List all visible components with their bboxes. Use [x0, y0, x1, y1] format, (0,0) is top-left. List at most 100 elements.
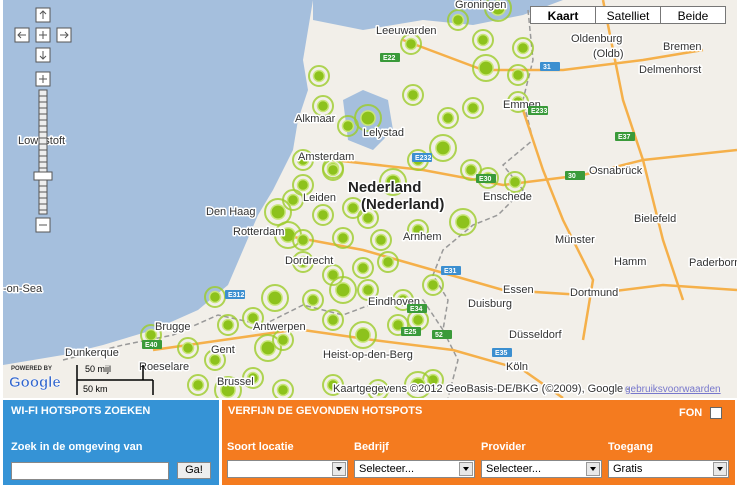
- place-label: Köln: [506, 361, 528, 373]
- place-label: Antwerpen: [253, 321, 306, 333]
- filter-panel: VERFIJN DE GEVONDEN HOTSPOTS FON Soort l…: [222, 400, 735, 485]
- road-shield-bg: [476, 174, 496, 183]
- place-label: (Oldb): [593, 48, 624, 60]
- hotspot: [341, 119, 355, 133]
- filter-select[interactable]: Gratis: [608, 460, 729, 478]
- pan-control[interactable]: [14, 7, 72, 233]
- hotspot: [435, 140, 451, 156]
- hotspot: [466, 101, 480, 115]
- road-shield: 31: [540, 62, 560, 71]
- search-button[interactable]: Ga!: [177, 462, 211, 479]
- road-shield: E25: [401, 327, 421, 336]
- search-label: Zoek in de omgeving van: [11, 441, 143, 453]
- road-shield-bg: [615, 132, 635, 141]
- filter-label: Soort locatie: [227, 441, 294, 453]
- hotspot-ring: [217, 314, 239, 336]
- map-type-button[interactable]: Beide: [660, 6, 726, 24]
- hotspot: [312, 69, 326, 83]
- hotspot-ring: [177, 337, 199, 359]
- place-label: Heist-op-den-Berg: [323, 349, 413, 361]
- road-label: 52: [435, 332, 443, 339]
- hotspot: [316, 99, 330, 113]
- road-shield: 52: [432, 330, 452, 339]
- road-shield-bg: [401, 327, 421, 336]
- road-label: E22: [383, 55, 396, 62]
- filter-value: Selecteer...: [359, 463, 415, 475]
- hotspot-ring: [407, 219, 429, 241]
- hotspot-ring: [357, 279, 379, 301]
- road-shield-bg: [142, 340, 162, 349]
- hotspot-ring: [354, 104, 382, 132]
- hotspot-ring: [349, 321, 377, 349]
- hotspot: [411, 223, 425, 237]
- road-shield: E30: [476, 174, 496, 183]
- hotspot: [374, 233, 388, 247]
- hotspot-ring: [392, 289, 414, 311]
- road-shield-bg: [492, 348, 512, 357]
- place-label: Brussel: [217, 376, 254, 388]
- hotspot-ring: [422, 274, 444, 296]
- map-type-button[interactable]: Kaart: [530, 6, 596, 24]
- place-label: Den Haag: [206, 206, 256, 218]
- hotspot: [360, 110, 376, 126]
- hotspot: [406, 88, 420, 102]
- road-shield: E35: [492, 348, 512, 357]
- road-shield: E312: [225, 290, 245, 299]
- hotspot: [181, 341, 195, 355]
- hotspot-ring: [312, 204, 334, 226]
- logo: Google: [9, 374, 61, 391]
- hotspot-ring: [322, 374, 344, 396]
- hotspot-ring: [429, 134, 457, 162]
- hotspot: [511, 68, 525, 82]
- hotspot: [286, 193, 300, 207]
- filter-select[interactable]: Selecteer...: [354, 460, 475, 478]
- terms-link[interactable]: gebruiksvoorwaarden: [625, 384, 721, 395]
- hotspot-ring: [370, 229, 392, 251]
- hotspot-ring: [272, 329, 294, 351]
- filter-label: Toegang: [608, 441, 654, 453]
- road-label: E233: [531, 108, 547, 115]
- hotspot-ring: [437, 107, 459, 129]
- sea: [3, 0, 313, 365]
- hotspot: [441, 111, 455, 125]
- hotspot: [220, 382, 236, 398]
- hotspot: [361, 283, 375, 297]
- map[interactable]: Leeuwarden Groningen Oldenburg (Oldb) Bremen…: [2, 0, 741, 404]
- place-label: Rotterdam: [233, 226, 284, 238]
- hotspot: [326, 313, 340, 327]
- hotspot: [396, 293, 410, 307]
- place-label: Lelystad: [363, 127, 404, 139]
- filter-value: Gratis: [613, 463, 643, 475]
- map-type-button[interactable]: Satelliet: [595, 6, 661, 24]
- hotspot: [296, 233, 310, 247]
- hotspot: [335, 282, 351, 298]
- hotspot-ring: [447, 9, 469, 31]
- road-shield: E232: [412, 153, 432, 162]
- map-canvas: Leeuwarden Groningen Oldenburg (Oldb) Bremen…: [2, 0, 741, 404]
- powered-by: POWERED BY: [11, 366, 52, 372]
- hotspot-ring: [504, 171, 526, 193]
- place-label: Münster: [555, 234, 595, 246]
- search-input[interactable]: [11, 462, 169, 480]
- hotspot: [316, 208, 330, 222]
- hotspot: [296, 255, 310, 269]
- hotspot: [511, 95, 525, 109]
- filter-select[interactable]: Selecteer...: [481, 460, 602, 478]
- hotspot-ring: [242, 367, 264, 389]
- hotspot-ring: [379, 168, 407, 196]
- roads: [152, 0, 738, 400]
- road-shield-bg: [407, 304, 427, 313]
- hotspot-ring: [187, 374, 209, 396]
- hotspot-ring: [292, 174, 314, 196]
- fon-checkbox[interactable]: [710, 407, 722, 419]
- hotspot: [276, 383, 290, 397]
- hotspot: [361, 211, 375, 225]
- hotspot: [191, 378, 205, 392]
- place-label: -on-Sea: [3, 283, 43, 295]
- hotspot-ring: [484, 0, 512, 22]
- select-arrow: [332, 462, 346, 476]
- filter-select[interactable]: [227, 460, 348, 478]
- hotspot-ring: [400, 33, 422, 55]
- road-shield: E37: [615, 132, 635, 141]
- hotspot: [208, 353, 222, 367]
